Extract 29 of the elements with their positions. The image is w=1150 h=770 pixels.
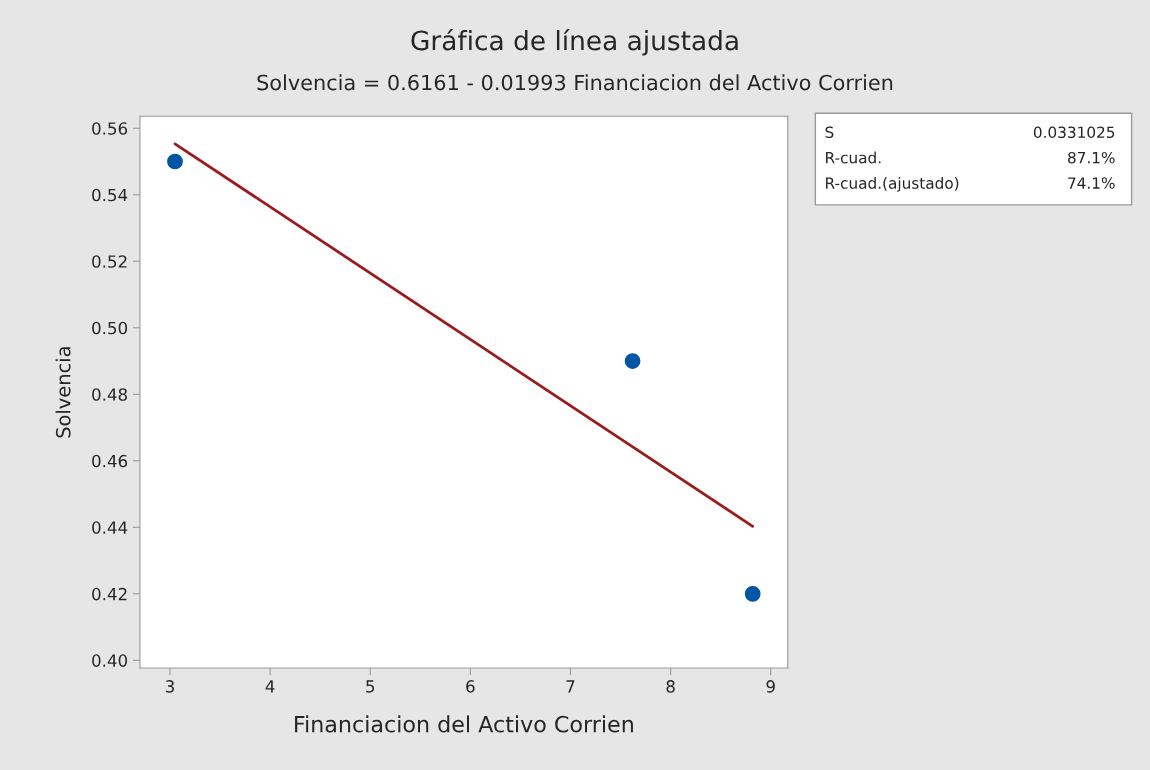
text: 0.0331025 <box>1033 126 1115 139</box>
y-tick-label: 0.48 <box>92 388 128 401</box>
text: S <box>825 126 834 139</box>
x-tick-label: 4 <box>265 680 275 693</box>
x-tick-label: 8 <box>666 680 675 693</box>
text: 74.1% <box>1068 177 1115 189</box>
y-tick-label: 0.54 <box>92 188 128 202</box>
y-tick-label: 0.46 <box>92 454 128 468</box>
y-tick-label: 0.56 <box>92 122 128 135</box>
y-tick-label: 0.42 <box>92 587 127 601</box>
x-tick-label: 5 <box>366 680 375 693</box>
text: 87.1% <box>1068 151 1115 164</box>
y-tick-label: 0.50 <box>92 321 128 335</box>
chart-subtitle: Solvencia = 0.6161 - 0.01993 Financiacion del Activo Corrien <box>257 74 893 91</box>
x-tick-label: 3 <box>165 680 174 693</box>
x-axis-title: Financiacion del Activo Corrien <box>295 715 633 733</box>
point <box>744 585 761 602</box>
x-tick-label: 9 <box>766 680 775 693</box>
point <box>624 353 641 369</box>
point <box>167 153 183 170</box>
x-tick-label: 7 <box>566 680 575 693</box>
y-axis-title: Solvencia <box>55 347 71 438</box>
y-tick-label: 0.40 <box>92 654 128 667</box>
chart-title: Gráfica de línea ajustada <box>411 28 738 56</box>
y-tick-label: 0.52 <box>92 255 127 268</box>
text: R-cuad. <box>826 151 881 164</box>
x-tick-label: 6 <box>466 680 475 693</box>
text: R-cuad.(ajustado) <box>826 177 959 192</box>
y-tick-label: 0.44 <box>92 521 128 534</box>
